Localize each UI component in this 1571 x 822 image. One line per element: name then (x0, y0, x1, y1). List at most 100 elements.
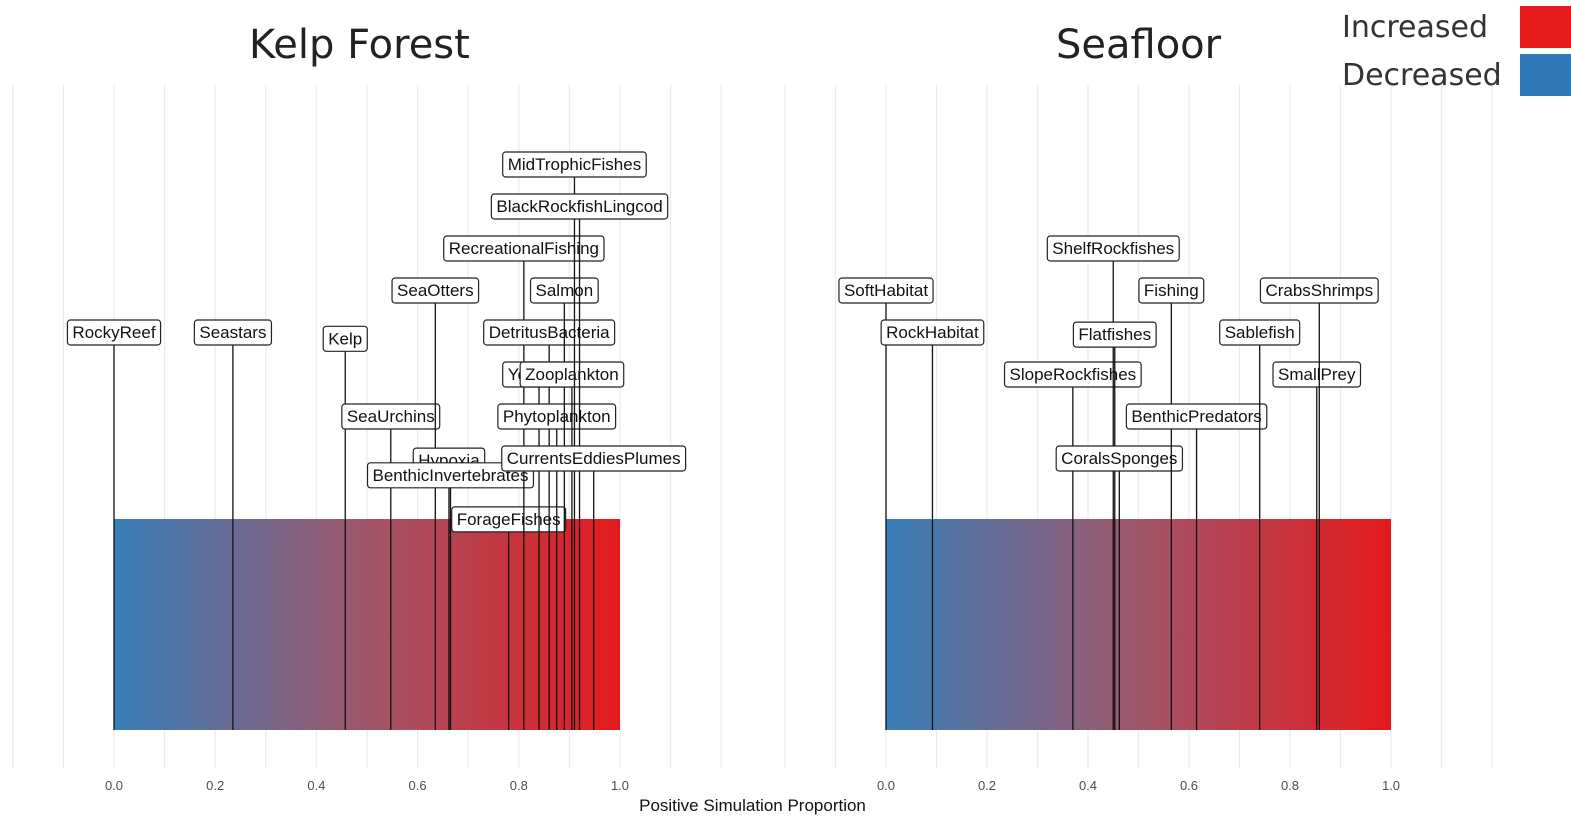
series-label-text: Kelp (328, 329, 362, 348)
series-label: RockyReef (66, 319, 162, 346)
series-label-box (529, 277, 599, 304)
series-label-text: Fishing (1144, 281, 1199, 300)
series-label-box (1072, 321, 1157, 348)
series-label: RockHabitat (880, 319, 985, 346)
x-tick-label: 0.0 (105, 778, 123, 793)
series-label-box (1272, 361, 1362, 388)
series-label: Fishing (1138, 277, 1205, 304)
series-label: Kelp (322, 325, 368, 352)
series-label-text: ShelfRockfishes (1052, 239, 1174, 258)
series-label: BlackRockfishLingcod (490, 193, 669, 220)
series-label: SmallPrey (1272, 361, 1362, 388)
series-label-text: BenthicInvertebrates (373, 466, 529, 485)
series-label: SeaUrchins (341, 403, 441, 430)
series-label-text: Salmon (536, 281, 594, 300)
series-label-box (1003, 361, 1142, 388)
series-label-text: Sablefish (1225, 323, 1295, 342)
series-label-text: Flatfishes (1078, 325, 1151, 344)
series-label-text: SeaUrchins (347, 407, 435, 426)
series-label: DetritusBacteria (483, 319, 616, 346)
legend-label-increased: Increased (1342, 10, 1489, 45)
seafloor-panel-title: Seafloor (1056, 22, 1222, 68)
x-tick-label: 1.0 (611, 778, 629, 793)
series-label-box (838, 277, 934, 304)
series-label-box (501, 445, 687, 472)
series-label-text: SlopeRockfishes (1010, 365, 1137, 384)
series-label-text: RecreationalFishing (449, 239, 599, 258)
legend: Increased Decreased (1340, 6, 1571, 106)
x-tick-label: 0.8 (1281, 778, 1299, 793)
series-label: ForageFishes (451, 506, 567, 533)
series-label-box (391, 277, 480, 304)
series-label-box (1259, 277, 1379, 304)
x-tick-label: 1.0 (1382, 778, 1400, 793)
series-label-box (497, 403, 617, 430)
series-label: Phytoplankton (497, 403, 617, 430)
x-axis-title: Positive Simulation Proportion (639, 796, 866, 815)
x-tick-label: 0.4 (307, 778, 325, 793)
series-label-box (1125, 403, 1268, 430)
series-label-text: BlackRockfishLingcod (496, 197, 662, 216)
series-label: MidTrophicFishes (502, 151, 647, 178)
series-label-text: BenthicPredators (1131, 407, 1261, 426)
x-tick-label: 0.8 (510, 778, 528, 793)
series-label-box (66, 319, 162, 346)
x-tick-label: 0.0 (877, 778, 895, 793)
series-label-box (1138, 277, 1205, 304)
series-label: Salmon (529, 277, 599, 304)
series-label: Seastars (193, 319, 273, 346)
series-label-box (880, 319, 985, 346)
series-label: ShelfRockfishes (1046, 235, 1180, 262)
legend-swatch-increased (1520, 6, 1571, 48)
legend-swatch-decreased (1520, 54, 1571, 96)
series-label-box (341, 403, 441, 430)
series-label-text: ForageFishes (457, 510, 561, 529)
series-label-text: Phytoplankton (503, 407, 611, 426)
series-label-box (1055, 445, 1184, 472)
series-label-text: SeaOtters (397, 281, 474, 300)
series-label: SoftHabitat (838, 277, 934, 304)
series-label: Zooplankton (519, 361, 625, 388)
series-label-box (490, 193, 669, 220)
x-tick-label: 0.4 (1079, 778, 1097, 793)
panel-0: 0.0 0.2 0.4 0.6 0.8 1.0 RockyReef Seastars Kelp S… (12, 85, 722, 793)
series-label-text: SmallPrey (1278, 365, 1356, 384)
series-label-text: Zooplankton (525, 365, 619, 384)
series-label-box (193, 319, 273, 346)
gradient-bar (886, 519, 1391, 730)
x-tick-label: 0.2 (206, 778, 224, 793)
series-label-box (519, 361, 625, 388)
legend-label-decreased: Decreased (1342, 58, 1502, 93)
series-label-text: RockyReef (72, 323, 155, 342)
x-tick-label: 0.6 (1180, 778, 1198, 793)
series-label-box (451, 506, 567, 533)
series-label-text: SoftHabitat (844, 281, 928, 300)
series-label-box (1046, 235, 1180, 262)
panel-1: 0.0 0.2 0.4 0.6 0.8 1.0 SoftHabitat RockHabitat… (784, 85, 1493, 793)
series-label: Sablefish (1219, 319, 1301, 346)
series-label-text: MidTrophicFishes (508, 155, 642, 174)
series-label: Flatfishes (1072, 321, 1157, 348)
series-label-box (322, 325, 368, 352)
series-label: SlopeRockfishes (1003, 361, 1142, 388)
series-label-text: CoralsSponges (1061, 449, 1177, 468)
series-label: SeaOtters (391, 277, 480, 304)
series-label: RecreationalFishing (443, 235, 605, 262)
series-label-box (1219, 319, 1301, 346)
series-label: CurrentsEddiesPlumes (501, 445, 687, 472)
x-tick-label: 0.6 (409, 778, 427, 793)
gradient-bar (114, 519, 620, 730)
kelp-forest-panel-title: Kelp Forest (249, 22, 470, 68)
series-label-box (443, 235, 605, 262)
series-label: BenthicInvertebrates (366, 462, 535, 489)
series-label: CoralsSponges (1055, 445, 1184, 472)
series-label-text: Seastars (199, 323, 266, 342)
series-label-text: RockHabitat (886, 323, 979, 342)
series-label-box (502, 151, 647, 178)
series-label-box (483, 319, 616, 346)
series-label-box (366, 462, 535, 489)
series-label-text: DetritusBacteria (489, 323, 610, 342)
series-label-text: CrabsShrimps (1265, 281, 1373, 300)
x-tick-label: 0.2 (978, 778, 996, 793)
